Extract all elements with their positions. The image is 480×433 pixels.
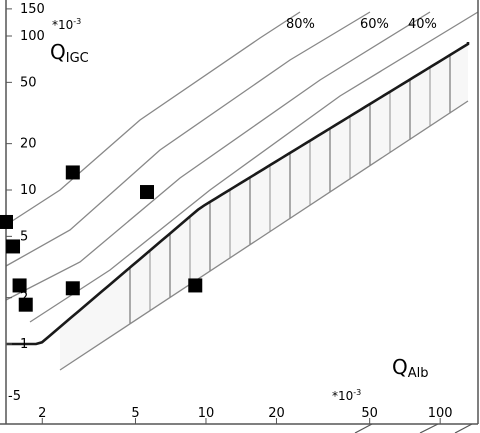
y-tick-label-10: 10	[20, 183, 37, 198]
x-tick-label-20: 20	[268, 406, 285, 421]
y-tick-label-50: 50	[20, 75, 37, 90]
curve-60-lower	[5, 11, 371, 267]
x-axis-ticks: 2 5 10 20 50 100	[38, 406, 453, 424]
data-points	[0, 165, 203, 312]
hatch-fill	[60, 43, 468, 370]
curve-label-40: 40%	[408, 17, 437, 32]
y-axis-title: QIGC	[50, 40, 89, 66]
curve-40	[29, 11, 479, 323]
curve-80	[5, 11, 301, 226]
x-tick-label-100: 100	[428, 406, 453, 421]
data-point-8	[188, 278, 203, 293]
data-point-4	[18, 297, 33, 312]
data-point-2	[6, 239, 21, 254]
y-multiplier-label: *10-3	[52, 17, 81, 32]
x-tick-label-50: 50	[361, 406, 378, 421]
y-tick-label-20: 20	[20, 137, 37, 152]
data-point-1	[0, 214, 13, 229]
limit-curve	[6, 41, 470, 346]
break-mark-2	[419, 423, 439, 433]
data-point-5	[65, 165, 80, 180]
hatched-region	[60, 43, 468, 370]
lower-band-curve	[59, 100, 469, 371]
y-tick-label-100: 100	[20, 29, 45, 44]
y-tick-label-1: 1	[20, 337, 28, 352]
data-point-7	[140, 185, 155, 200]
x-multiplier-label: *10-3	[332, 388, 361, 403]
x-tick-label-10: 10	[198, 406, 215, 421]
y-tick-label-150: 150	[20, 2, 45, 17]
y-extra-tick-label: -5	[8, 389, 21, 404]
curve-60	[5, 11, 431, 301]
data-point-3	[12, 278, 27, 293]
x-axis-title: QAlb	[392, 355, 429, 381]
x-tick-label-5: 5	[131, 406, 139, 421]
break-mark-3	[454, 423, 473, 433]
data-point-6	[65, 281, 80, 296]
x-tick-label-2: 2	[38, 406, 46, 421]
curve-label-60: 60%	[360, 17, 389, 32]
reference-curves	[5, 11, 479, 371]
break-mark-1	[354, 423, 373, 433]
curve-label-80: 80%	[286, 17, 315, 32]
y-tick-label-5: 5	[20, 229, 28, 244]
